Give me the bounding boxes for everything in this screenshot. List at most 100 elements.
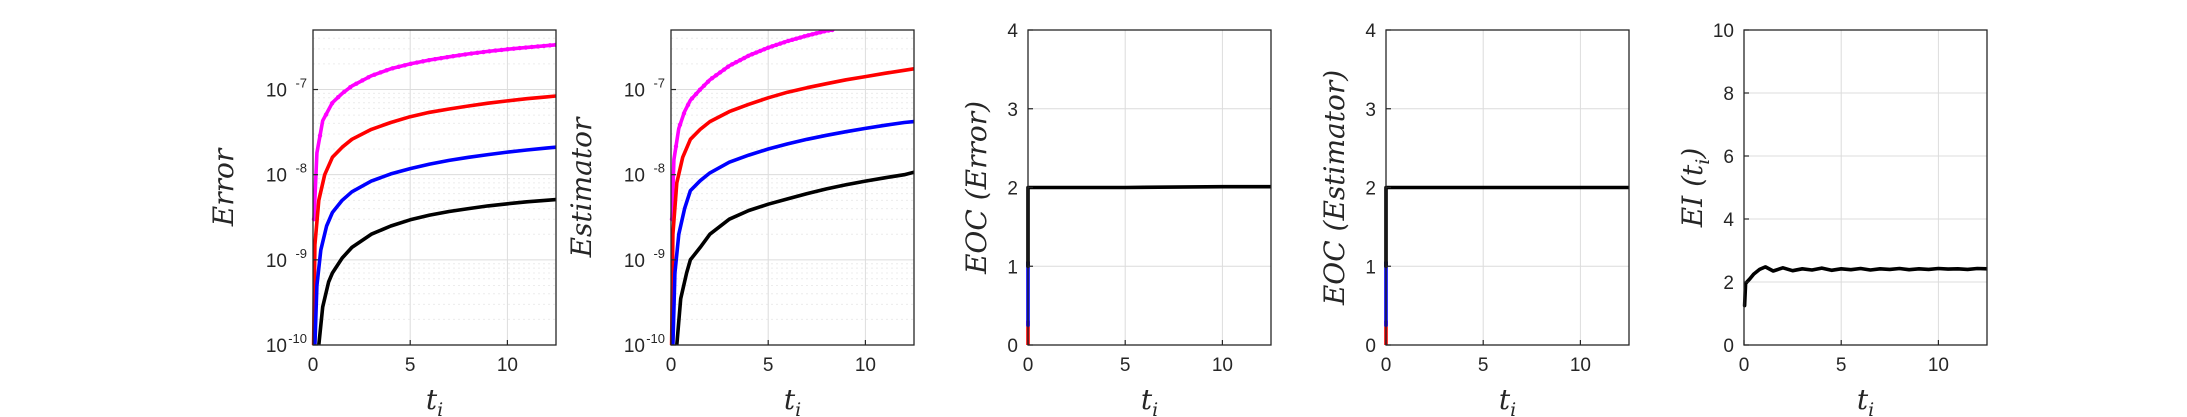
series-marker xyxy=(529,44,534,50)
series-marker xyxy=(396,64,401,70)
series-marker xyxy=(366,75,371,80)
series-marker xyxy=(721,67,727,72)
chart-panel-5: 0 5 10 0 2 4 6 8 10 ti EI (ti) xyxy=(1676,21,1988,417)
y-tick-label: 1 xyxy=(1365,257,1376,278)
series-marker xyxy=(802,34,807,39)
y-tick-label: 10 xyxy=(624,166,645,187)
y-tick-label: 10 xyxy=(266,336,287,357)
series-marker xyxy=(505,47,510,52)
series-marker xyxy=(753,50,759,55)
axes-frame xyxy=(1743,29,1988,346)
series-marker xyxy=(390,66,395,71)
x-tick-label: 0 xyxy=(1739,355,1750,376)
series-marker xyxy=(725,64,731,69)
series-marker xyxy=(729,62,735,67)
y-tick-label: 10 xyxy=(266,251,287,272)
series-marker xyxy=(818,30,823,35)
y-tick-label: 10 xyxy=(624,336,645,357)
x-tick-label: 0 xyxy=(1381,355,1392,376)
x-axis-label: ti xyxy=(1857,383,1874,417)
series-marker xyxy=(463,52,468,57)
series-marker xyxy=(469,51,474,56)
x-tick-label: 10 xyxy=(1928,355,1949,376)
chart-panel-4: 0 5 10 0 1 2 3 4 ti EOC (Estimator) xyxy=(1318,21,1630,417)
y-tick-exponent: -8 xyxy=(295,161,307,176)
minor-grid xyxy=(671,37,914,320)
series-marker xyxy=(826,30,831,33)
x-tick-label: 0 xyxy=(666,355,677,376)
x-tick-label: 5 xyxy=(1836,355,1847,376)
y-tick-exponent: -9 xyxy=(295,246,307,261)
series-marker xyxy=(493,48,498,53)
series-marker xyxy=(541,43,547,49)
series-marker xyxy=(535,44,541,49)
axes-frame xyxy=(670,29,915,346)
series-marker xyxy=(717,70,723,75)
x-axis-label: ti xyxy=(784,383,801,417)
y-axis-label: EOC (Estimator) xyxy=(1318,70,1351,306)
y-tick-label: 4 xyxy=(1007,21,1018,42)
x-axis-label: ti xyxy=(426,383,443,417)
series-marker xyxy=(426,57,432,63)
series-marker xyxy=(499,47,504,53)
series-marker xyxy=(523,45,528,50)
series-line-3 xyxy=(671,119,914,345)
x-tick-label: 0 xyxy=(1023,355,1034,376)
series-group xyxy=(311,42,556,345)
series-marker xyxy=(517,45,522,51)
series-marker xyxy=(689,96,695,101)
series-marker xyxy=(378,70,383,75)
series-marker xyxy=(317,133,323,138)
series-marker xyxy=(822,30,827,34)
y-tick-label: 6 xyxy=(1723,147,1734,168)
series-marker xyxy=(475,50,480,55)
series-marker xyxy=(329,101,335,106)
y-tick-label: 4 xyxy=(1365,21,1376,42)
y-tick-exponent: -10 xyxy=(288,331,307,346)
series-marker xyxy=(814,31,819,36)
y-tick-label: 8 xyxy=(1723,84,1734,105)
y-tick-label: 10 xyxy=(624,251,645,272)
x-tick-label: 10 xyxy=(855,355,876,376)
series-line-2 xyxy=(311,94,556,345)
series-marker xyxy=(487,49,492,54)
y-tick-label: 0 xyxy=(1007,336,1018,357)
series-marker xyxy=(323,112,329,117)
series-marker xyxy=(709,76,715,81)
series-line-3 xyxy=(313,145,556,345)
series-marker xyxy=(673,144,679,149)
minor-grid xyxy=(313,37,556,320)
series-marker xyxy=(766,45,771,50)
series-marker xyxy=(444,54,450,60)
y-tick-label: 3 xyxy=(1365,100,1376,121)
series-line-4 xyxy=(316,197,556,345)
series-marker xyxy=(456,53,462,58)
series-marker xyxy=(778,41,783,46)
series-marker xyxy=(810,32,815,37)
y-tick-label: 2 xyxy=(1365,179,1376,200)
y-tick-label: 10 xyxy=(266,81,287,102)
series-marker xyxy=(335,95,341,100)
series-marker xyxy=(701,83,707,88)
series-group xyxy=(669,30,914,345)
y-tick-label: 0 xyxy=(1723,336,1734,357)
x-tick-label: 5 xyxy=(763,355,774,376)
series-marker xyxy=(360,78,365,83)
series-marker xyxy=(342,89,347,95)
series-marker xyxy=(348,85,353,90)
y-tick-exponent: -9 xyxy=(653,246,665,261)
series-marker xyxy=(511,46,516,51)
y-axis-label: Error xyxy=(207,147,240,227)
y-tick-exponent: -7 xyxy=(653,76,665,91)
series-marker xyxy=(481,49,486,55)
chart-panel-3: 0 5 10 0 1 2 3 4 ti EOC (Error) xyxy=(960,21,1272,417)
series-marker xyxy=(432,56,438,62)
series-line-1 xyxy=(1742,265,1987,308)
series-marker xyxy=(806,33,811,38)
series-marker xyxy=(685,102,691,108)
series-marker xyxy=(786,38,791,44)
series-marker xyxy=(372,72,377,77)
x-tick-label: 10 xyxy=(1212,355,1233,376)
